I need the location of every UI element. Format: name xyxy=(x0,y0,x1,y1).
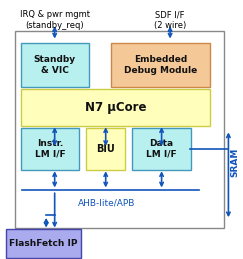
Bar xyxy=(15,31,224,228)
FancyBboxPatch shape xyxy=(86,128,125,170)
FancyBboxPatch shape xyxy=(132,128,191,170)
Text: Standby
& VIC: Standby & VIC xyxy=(34,55,76,75)
Text: AHB-lite/APB: AHB-lite/APB xyxy=(78,199,136,208)
FancyBboxPatch shape xyxy=(21,89,210,126)
Text: SDF I/F
(2 wire): SDF I/F (2 wire) xyxy=(154,10,186,30)
Text: Data
LM I/F: Data LM I/F xyxy=(146,139,177,159)
Text: Embedded
Debug Module: Embedded Debug Module xyxy=(124,55,197,75)
Text: N7 μCore: N7 μCore xyxy=(85,101,146,114)
Text: FlashFetch IP: FlashFetch IP xyxy=(9,239,78,248)
FancyBboxPatch shape xyxy=(6,229,81,258)
Text: IRQ & pwr mgmt
(standby_req): IRQ & pwr mgmt (standby_req) xyxy=(20,10,90,30)
Text: SRAM: SRAM xyxy=(230,147,239,177)
FancyBboxPatch shape xyxy=(111,43,210,87)
FancyBboxPatch shape xyxy=(21,128,79,170)
Text: BIU: BIU xyxy=(96,144,115,154)
FancyBboxPatch shape xyxy=(21,43,89,87)
Text: Instr.
LM I/F: Instr. LM I/F xyxy=(35,139,65,159)
